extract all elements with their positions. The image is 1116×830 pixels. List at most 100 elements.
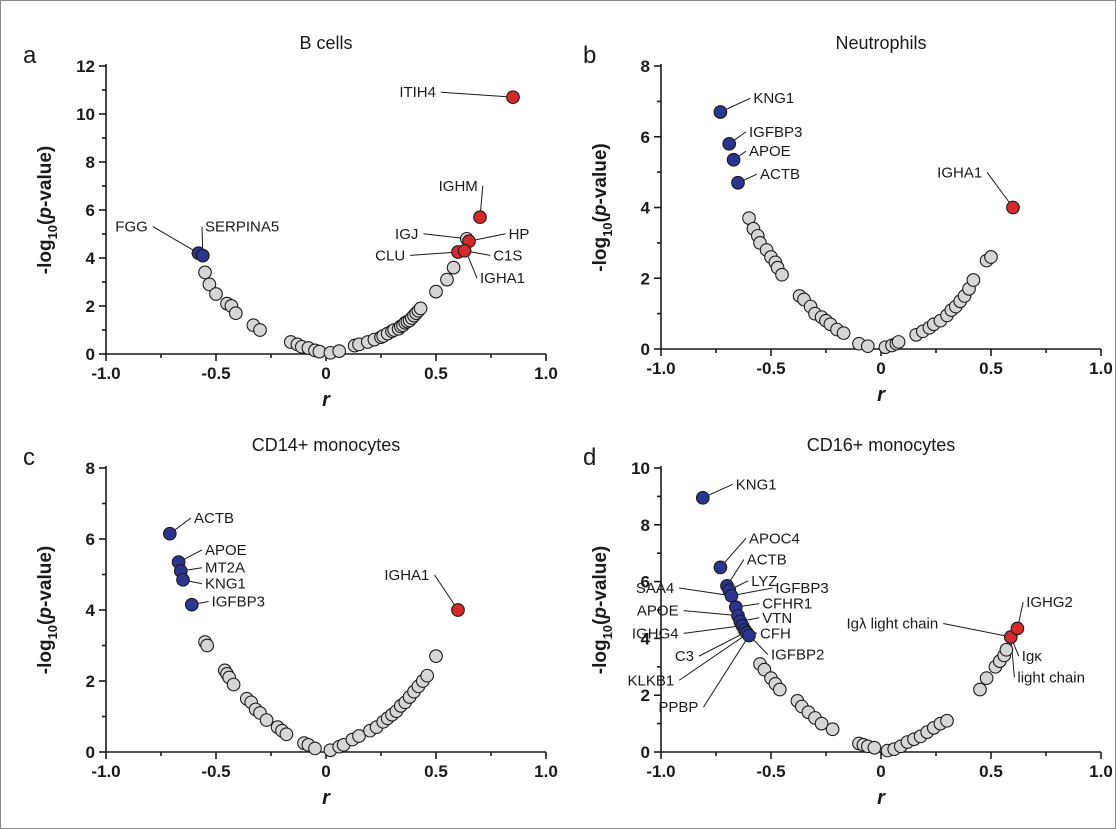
x-axis-label: r: [877, 384, 886, 406]
gene-label: ITIH4: [399, 84, 436, 101]
gene-label: IGFBP3: [775, 580, 828, 597]
point-ns: [228, 306, 243, 321]
point-ns: [966, 273, 981, 287]
point-ns: [420, 668, 435, 683]
point-ns: [775, 267, 789, 282]
panel-label: d: [583, 444, 596, 471]
gene-label: IGFBP3: [749, 124, 802, 141]
gene-label: IGHM: [439, 178, 478, 195]
point-ns: [429, 649, 443, 664]
point-ns: [279, 727, 294, 742]
gene-label: IGJ: [395, 226, 418, 243]
gene-label: FGG: [115, 219, 148, 236]
gene-label: MT2A: [205, 560, 245, 577]
leader-line: [683, 625, 743, 634]
gene-label: APOE: [205, 542, 247, 559]
point-up: [451, 603, 465, 617]
gene-label: IGFBP3: [212, 593, 265, 610]
x-tick-label: 0: [876, 762, 885, 781]
gene-label: Igκ: [1022, 648, 1043, 665]
point-ns: [200, 638, 215, 653]
y-tick-label: 8: [641, 516, 650, 535]
y-tick-label: 12: [76, 57, 95, 76]
point-ns: [413, 301, 428, 316]
point-ns: [198, 265, 212, 280]
gene-label: KLKB1: [627, 672, 674, 689]
gene-label: IGHA1: [937, 164, 982, 181]
panel-label: a: [23, 42, 37, 69]
leader-line: [986, 172, 1014, 208]
point-up: [1006, 200, 1020, 215]
y-tick-label: 4: [641, 629, 651, 648]
gene-label: KNG1: [753, 90, 794, 107]
point-ns: [259, 713, 274, 727]
point-down: [724, 588, 739, 603]
point-down: [695, 490, 710, 505]
point-ns: [836, 326, 851, 340]
y-tick-label: 0: [641, 743, 650, 762]
leader-line: [683, 610, 739, 617]
y-tick-label: 6: [641, 128, 650, 147]
point-down: [713, 105, 728, 119]
gene-label: APOC4: [749, 530, 800, 547]
panel-label: c: [23, 444, 35, 471]
point-ns: [429, 284, 443, 299]
x-tick-label: 1.0: [1089, 359, 1113, 378]
x-tick-label: 0: [321, 762, 330, 781]
panel-a: a B cells 0 2 4 6 8 10 12 -1.0 -0.5 0 0.5 1.0 r -log10(…: [23, 33, 558, 411]
point-down: [742, 628, 756, 643]
y-tick-label: 0: [86, 345, 95, 364]
point-ns: [984, 250, 998, 264]
y-tick-label: 6: [86, 530, 95, 549]
gene-label: IGFBP2: [771, 647, 824, 664]
gene-label: light chain: [1017, 669, 1085, 686]
x-axis-label: r: [322, 787, 331, 809]
leader-line: [466, 253, 478, 279]
gene-label: IGHA1: [384, 567, 429, 584]
gene-label: SAA4: [636, 580, 674, 597]
y-tick-label: 4: [86, 249, 96, 268]
x-tick-label: 0.5: [979, 359, 1003, 378]
gene-label: IGHA1: [480, 270, 525, 287]
x-tick-label: 0.5: [424, 762, 448, 781]
leader-line: [702, 635, 750, 708]
point-ns: [999, 642, 1014, 657]
point-down: [176, 572, 190, 587]
point-down: [726, 152, 741, 167]
point-up: [1010, 621, 1025, 636]
panel-title: CD14+ monocytes: [252, 435, 401, 455]
point-ns: [352, 729, 366, 743]
x-tick-label: -1.0: [91, 364, 120, 383]
point-ns: [860, 339, 875, 354]
y-tick-label: 4: [641, 199, 651, 218]
y-tick-label: 8: [86, 459, 95, 478]
point-ns: [940, 713, 954, 728]
gene-label: IGHG4: [632, 625, 679, 642]
x-tick-label: 0.5: [424, 364, 448, 383]
point-ns: [446, 260, 461, 275]
gene-label: CFHR1: [762, 596, 812, 613]
gene-label: HP: [509, 226, 530, 243]
point-ns: [825, 722, 840, 737]
gene-label: ACTB: [760, 166, 800, 183]
point-down: [722, 136, 737, 151]
leader-line: [943, 622, 1011, 638]
x-tick-label: 1.0: [1089, 762, 1113, 781]
point-ns: [772, 682, 787, 697]
x-axis-label: r: [322, 389, 331, 411]
gene-label: KNG1: [205, 576, 246, 593]
leader-line: [731, 587, 773, 597]
y-tick-label: 6: [86, 201, 95, 220]
gene-label: VTN: [762, 610, 792, 627]
point-ns: [440, 272, 454, 287]
leader-line: [678, 633, 748, 681]
leader-line: [679, 587, 732, 597]
x-tick-label: -1.0: [91, 762, 120, 781]
gene-label: IGHG2: [1026, 594, 1073, 611]
gene-label: C3: [675, 648, 694, 665]
point-ns: [891, 335, 906, 349]
y-tick-label: 8: [86, 153, 95, 172]
y-axis-label: -log10(p-value): [35, 146, 60, 274]
x-tick-label: -0.5: [756, 762, 785, 781]
